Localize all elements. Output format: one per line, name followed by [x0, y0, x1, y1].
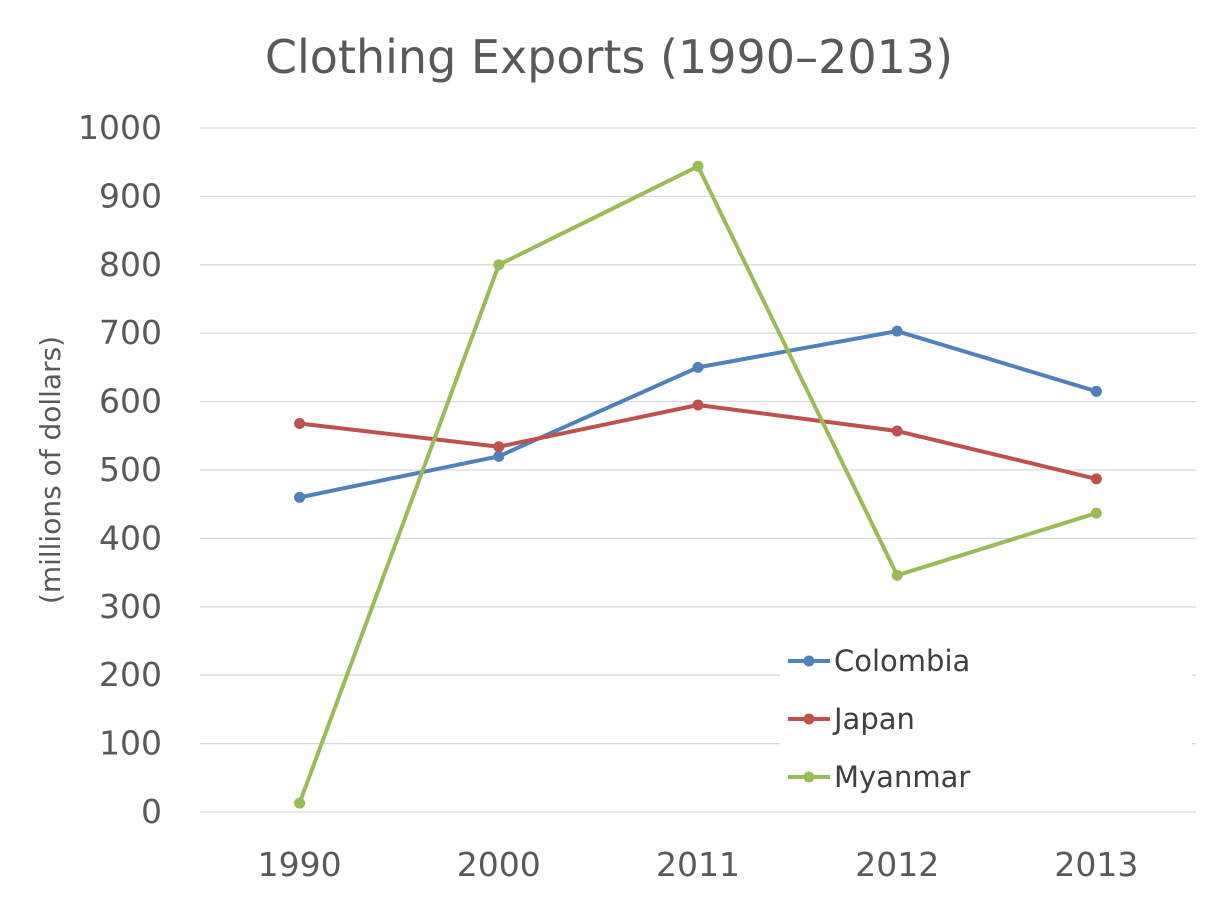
gridlines [200, 127, 1196, 813]
legend: Colombia Japan Myanmar [780, 628, 1192, 806]
y-tick-label: 800 [99, 245, 162, 284]
x-tick-label: 2012 [855, 845, 939, 884]
y-tick-label: 900 [99, 176, 162, 215]
legend-label: Japan [832, 702, 915, 736]
legend-background [780, 628, 1192, 806]
data-point [493, 259, 505, 271]
legend-swatch-marker [803, 771, 815, 783]
legend-item: Myanmar [788, 760, 970, 794]
x-tick-label: 2000 [457, 845, 541, 884]
data-point [294, 417, 306, 429]
y-tick-label: 500 [99, 450, 162, 489]
x-tick-label: 2013 [1054, 845, 1138, 884]
data-point [891, 425, 903, 437]
x-tick-label: 1990 [258, 845, 342, 884]
x-axis-ticks: 1990 2000 2011 2012 2013 [258, 845, 1139, 884]
legend-label: Myanmar [834, 760, 970, 794]
series-myanmar [294, 160, 1102, 809]
series-colombia [294, 325, 1102, 503]
data-point [692, 160, 704, 172]
legend-item: Japan [788, 702, 915, 736]
y-tick-label: 1000 [78, 108, 162, 147]
data-point [294, 797, 306, 809]
data-point [692, 361, 704, 373]
series-line [297, 403, 1099, 481]
data-point [891, 325, 903, 337]
data-point [1090, 507, 1102, 519]
data-point [692, 399, 704, 411]
y-tick-label: 400 [99, 518, 162, 557]
data-point [1090, 385, 1102, 397]
data-point [493, 441, 505, 453]
x-tick-label: 2011 [656, 845, 740, 884]
series-layer [294, 160, 1102, 809]
legend-label: Colombia [834, 644, 970, 678]
y-axis-label: (millions of dollars) [34, 336, 67, 604]
y-tick-label: 600 [99, 382, 162, 421]
y-tick-label: 700 [99, 313, 162, 352]
y-tick-label: 200 [99, 655, 162, 694]
data-point [1090, 473, 1102, 485]
y-tick-label: 300 [99, 587, 162, 626]
chart-title: Clothing Exports (1990–2013) [265, 30, 953, 84]
data-point [493, 450, 505, 462]
series-line [297, 329, 1099, 500]
y-tick-label: 0 [141, 792, 162, 831]
legend-item: Colombia [788, 644, 970, 678]
legend-swatch-marker [803, 713, 815, 725]
legend-swatch-marker [803, 655, 815, 667]
y-axis-ticks: 0 100 200 300 400 500 600 700 800 900 1000 [78, 108, 162, 831]
data-point [891, 569, 903, 581]
y-tick-label: 100 [99, 724, 162, 763]
data-point [294, 491, 306, 503]
